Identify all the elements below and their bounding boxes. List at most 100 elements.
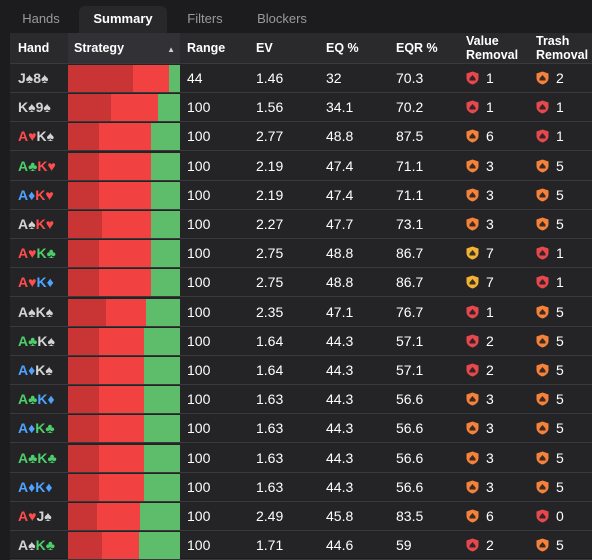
strategy-bar [68,532,180,560]
eq-cell: 47.1 [326,303,354,320]
header-strategy[interactable]: Strategy ▲ [68,33,180,63]
heart-suit-icon: ♥ [47,157,56,174]
strategy-bar [68,298,180,326]
shield-icon [536,451,549,465]
strategy-bar [68,357,180,384]
table-row[interactable]: A♦K♠ 100 1.64 44.3 57.1 2 5 [10,356,592,385]
header-value-removal[interactable]: Value Removal [466,34,519,62]
strategy-segment-red [106,298,147,326]
value-removal-count: 3 [486,391,494,408]
diamond-suit-icon: ♦ [28,420,36,437]
hand-cell: A♥K♠ [18,122,54,150]
shield-icon [466,480,479,494]
trash-removal-count: 1 [556,99,564,116]
table-row[interactable]: A♣K♥ 100 2.19 47.4 71.1 3 5 [10,152,592,181]
table-row[interactable]: A♣K♠ 100 1.64 44.3 57.1 2 5 [10,327,592,356]
table-row[interactable]: A♥K♣ 100 2.75 48.8 86.7 7 1 [10,239,592,269]
value-removal-count: 7 [486,245,494,262]
table-row[interactable]: J♠8♠ 44 1.46 32 70.3 1 2 [10,64,592,93]
strategy-bar [68,123,180,151]
strategy-segment-dark-red [68,94,111,122]
tab-summary[interactable]: Summary [79,6,167,33]
shield-icon [466,100,479,114]
eq-cell: 44.3 [326,362,354,378]
spade-suit-icon: ♠ [46,128,54,145]
eqr-cell: 71.1 [396,186,424,203]
tab-blockers[interactable]: Blockers [257,11,307,26]
strategy-segment-green [150,240,180,268]
diamond-suit-icon: ♦ [28,186,36,203]
card-rank: K [35,216,46,232]
card-rank: A [18,478,29,495]
trash-removal-badge: 0 [536,502,564,530]
shield-icon [536,363,549,377]
shield-icon [466,217,479,231]
strategy-segment-green [150,181,180,209]
table-row[interactable]: A♥J♠ 100 2.49 45.8 83.5 6 0 [10,502,592,531]
trash-removal-count: 5 [556,537,564,554]
table-row[interactable]: A♠K♥ 100 2.27 47.7 73.1 3 5 [10,210,592,239]
strategy-segment-green [144,473,180,501]
tab-hands[interactable]: Hands [22,11,60,26]
card-rank: K [18,99,29,116]
eqr-cell: 70.3 [396,70,424,86]
ev-cell: 1.63 [256,449,284,466]
shield-icon [536,538,549,552]
value-removal-count: 2 [486,362,494,378]
header-eqr[interactable]: EQR % [396,41,438,55]
summary-table: Hand Strategy ▲ Range EV EQ % EQR % Valu… [10,33,592,560]
table-row[interactable]: A♦K♦ 100 1.63 44.3 56.6 3 5 [10,473,592,502]
trash-removal-count: 5 [556,362,564,378]
strategy-segment-red [99,240,151,268]
trash-removal-badge: 1 [536,122,564,150]
ev-cell: 2.19 [256,157,284,174]
header-hand[interactable]: Hand [18,41,50,55]
strategy-bar [68,94,180,122]
ev-cell: 1.46 [256,70,284,86]
table-row[interactable]: A♠K♣ 100 1.71 44.6 59 2 5 [10,531,592,560]
table-row[interactable]: A♠K♠ 100 2.35 47.1 76.7 1 5 [10,298,592,327]
strategy-segment-red [99,327,145,355]
heart-suit-icon: ♥ [28,274,37,291]
strategy-segment-green [139,503,180,530]
eqr-cell: 56.6 [396,391,424,408]
table-row[interactable]: A♦K♣ 100 1.63 44.3 56.6 3 5 [10,414,592,444]
eqr-cell: 83.5 [396,508,424,524]
eq-cell: 48.8 [326,245,354,262]
value-removal-count: 3 [486,157,494,174]
header-range[interactable]: Range [187,41,226,55]
spade-suit-icon: ♠ [28,216,36,232]
header-eq[interactable]: EQ % [326,41,359,55]
trash-removal-badge: 5 [536,152,564,180]
shield-icon [536,188,549,202]
shield-icon [466,159,479,173]
card-rank: K [35,478,46,495]
card-rank: A [18,537,29,554]
eqr-cell: 59 [396,537,412,554]
header-ev[interactable]: EV [256,41,273,55]
shield-icon [466,188,479,202]
card-rank: K [37,157,48,174]
club-suit-icon: ♣ [28,449,38,466]
trash-removal-count: 5 [556,420,564,437]
table-row[interactable]: A♣K♦ 100 1.63 44.3 56.6 3 5 [10,385,592,415]
table-row[interactable]: A♥K♦ 100 2.75 48.8 86.7 7 1 [10,268,592,298]
strategy-segment-dark-red [68,415,100,443]
hand-cell: A♣K♦ [18,385,55,413]
tab-filters[interactable]: Filters [187,11,223,26]
spade-suit-icon: ♠ [45,362,53,378]
value-removal-count: 3 [486,186,494,203]
table-row[interactable]: K♠9♠ 100 1.56 34.1 70.2 1 1 [10,93,592,123]
strategy-segment-dark-red [68,269,100,297]
shield-icon [466,538,479,552]
header-trash-removal[interactable]: Trash Removal [536,34,589,62]
value-removal-badge: 1 [466,93,494,121]
strategy-segment-dark-red [68,123,100,151]
eq-cell: 44.3 [326,391,354,408]
strategy-segment-red [99,386,145,414]
eqr-cell: 56.6 [396,420,424,437]
table-row[interactable]: A♦K♥ 100 2.19 47.4 71.1 3 5 [10,181,592,210]
table-row[interactable]: A♥K♠ 100 2.77 48.8 87.5 6 1 [10,122,592,152]
diamond-suit-icon: ♦ [28,478,36,495]
table-row[interactable]: A♣K♣ 100 1.63 44.3 56.6 3 5 [10,444,592,473]
